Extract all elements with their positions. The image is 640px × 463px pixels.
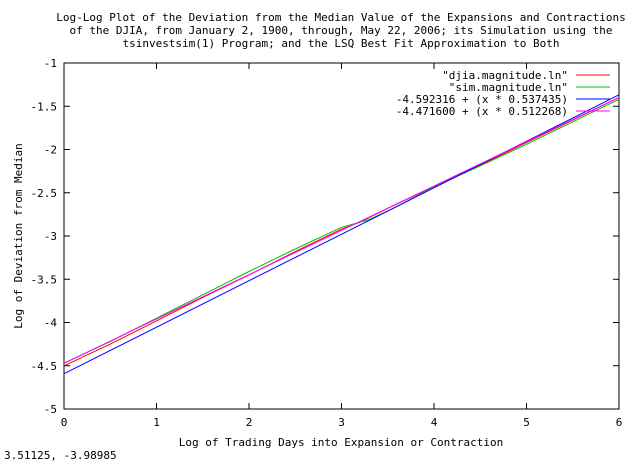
x-tick-label: 4 (431, 416, 438, 429)
y-axis-label: Log of Deviation from Median (12, 143, 25, 328)
chart-title: Log-Log Plot of the Deviation from the M… (56, 11, 626, 50)
series-line-3 (63, 94, 620, 375)
x-tick-label: 5 (523, 416, 530, 429)
y-tick-label: -1.5 (31, 100, 58, 113)
legend: "djia.magnitude.ln""sim.magnitude.ln"-4.… (396, 69, 610, 118)
x-tick-label: 3 (338, 416, 345, 429)
legend-label-4: -4.471600 + (x * 0.512268) (396, 105, 568, 118)
legend-label-2: "sim.magnitude.ln" (449, 81, 568, 94)
x-tick-label: 0 (61, 416, 68, 429)
series-lines (63, 94, 620, 375)
y-tick-label: -1 (44, 57, 57, 70)
legend-label-1: "djia.magnitude.ln" (442, 69, 568, 82)
chart-title-line-2: of the DJIA, from January 2, 1900, throu… (69, 24, 612, 37)
y-tick-label: -4.5 (31, 360, 58, 373)
chart-title-line-1: Log-Log Plot of the Deviation from the M… (56, 11, 626, 24)
x-axis-ticks: 0 1 2 3 4 5 6 (61, 63, 623, 429)
x-tick-label: 1 (153, 416, 160, 429)
x-axis-label: Log of Trading Days into Expansion or Co… (179, 436, 504, 449)
y-tick-label: -2.5 (31, 187, 58, 200)
coordinate-readout: 3.51125, -3.98985 (4, 449, 117, 462)
y-tick-label: -4 (44, 317, 58, 330)
x-tick-label: 2 (246, 416, 253, 429)
y-axis-ticks: -5 -4.5 -4 -3.5 -3 -2.5 -2 -1.5 -1 (31, 57, 619, 416)
legend-label-3: -4.592316 + (x * 0.537435) (396, 93, 568, 106)
y-tick-label: -5 (44, 403, 57, 416)
chart-title-line-3: tsinvestsim(1) Program; and the LSQ Best… (122, 37, 559, 50)
x-tick-label: 6 (616, 416, 623, 429)
y-tick-label: -3 (44, 230, 57, 243)
y-tick-label: -2 (44, 144, 57, 157)
series-line-4 (63, 96, 620, 364)
y-tick-label: -3.5 (31, 273, 58, 286)
